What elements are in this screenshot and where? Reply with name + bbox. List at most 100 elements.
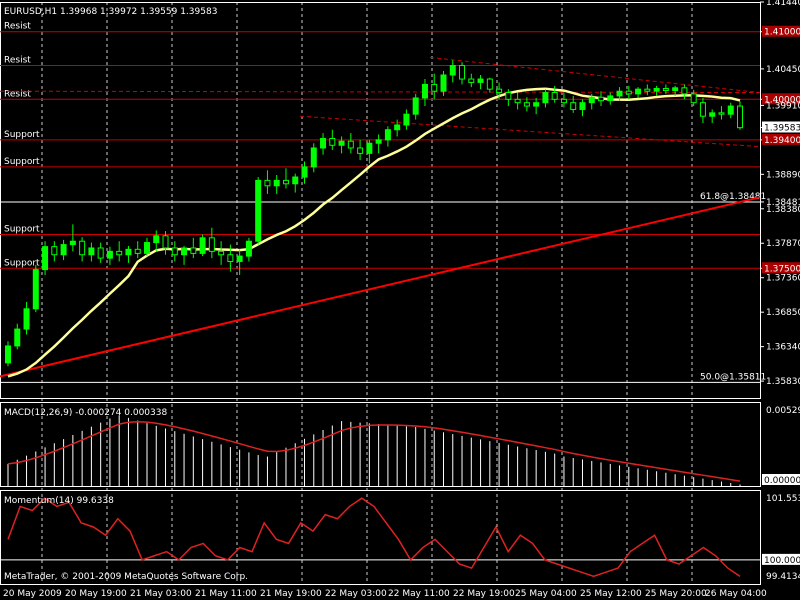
candle-body: [23, 308, 30, 330]
candle-body: [60, 244, 67, 256]
candle-body: [551, 92, 558, 100]
momentum-ref-box: [762, 553, 800, 565]
candle-body: [625, 90, 632, 95]
sr-level-label: Support: [4, 258, 40, 268]
level-price-tag: [762, 25, 800, 37]
panel-border: [0, 490, 761, 585]
trend-line: [0, 196, 761, 378]
panel-border: [0, 402, 761, 487]
candle-body: [32, 269, 39, 310]
candle-body: [718, 112, 725, 115]
time-axis-label: 25 May 04:00: [515, 589, 577, 599]
candle-body: [320, 138, 327, 149]
candle-body: [357, 147, 364, 154]
candle-body: [403, 113, 410, 126]
time-axis-label: 20 May 2009: [3, 589, 62, 599]
level-price-tag: [762, 262, 800, 274]
candle-body: [375, 139, 382, 144]
candle-body: [245, 240, 252, 257]
candle-body: [699, 102, 706, 117]
price-axis-label: 1.36340: [766, 343, 800, 353]
candle-body: [42, 246, 49, 271]
candle-body: [505, 92, 512, 100]
price-axis-label: 1.37360: [766, 274, 800, 284]
candle-body: [421, 83, 428, 99]
candle-body: [533, 102, 540, 107]
candle-body: [616, 90, 623, 97]
price-axis-label: 1.35830: [766, 377, 800, 387]
sr-level-label: Resist: [4, 22, 31, 32]
candle-body: [292, 176, 299, 185]
candle-body: [88, 247, 95, 256]
momentum-line: [7, 497, 741, 578]
candle-body: [523, 102, 530, 107]
momentum-axis-label: 99.4134: [766, 572, 800, 582]
candle-body: [264, 179, 271, 187]
candle-body: [681, 87, 688, 95]
price-axis-label: 1.38481: [766, 198, 800, 208]
candle-body: [125, 248, 132, 256]
candle-body: [440, 74, 447, 92]
candle-body: [181, 247, 188, 256]
candle-body: [598, 96, 605, 102]
macd-zero-box: [762, 474, 800, 485]
candle-body: [79, 240, 86, 256]
sr-level-label: Support: [4, 224, 40, 234]
candle-body: [644, 88, 651, 92]
candle-body: [255, 179, 262, 242]
sr-level-label: Support: [4, 157, 40, 167]
candle-body: [672, 87, 679, 92]
time-axis-label: 21 May 11:00: [195, 589, 257, 599]
candle-body: [412, 97, 419, 115]
candle-body: [190, 247, 197, 254]
momentum-label: Momentum(14) 99.6338: [4, 496, 114, 506]
candle-body: [514, 98, 521, 104]
candle-body: [171, 247, 178, 256]
level-price-label: 1.37500: [764, 264, 800, 274]
candle-body: [301, 166, 308, 178]
candle-body: [690, 93, 697, 104]
current-price-box: [762, 121, 800, 133]
candle-body: [143, 242, 150, 254]
candle-body: [468, 78, 475, 83]
time-axis-label: 22 May 19:00: [453, 589, 515, 599]
candle-body: [709, 112, 716, 117]
macd-signal-line: [7, 420, 741, 482]
candle-body: [347, 140, 354, 149]
sr-level-label: Support: [4, 130, 40, 140]
sr-level-label: Resist: [4, 56, 31, 66]
time-axis-label: 26 May 04:00: [705, 589, 767, 599]
candle-body: [431, 83, 438, 92]
candle-body: [588, 96, 595, 104]
price-axis-label: 1.41440: [766, 0, 800, 8]
level-price-label: 1.41000: [764, 28, 800, 38]
price-axis-label: 1.36850: [766, 308, 800, 318]
level-price-tag: [762, 93, 800, 105]
candle-body: [477, 78, 484, 83]
candle-body: [560, 98, 567, 104]
copyright-text: MetaTrader, © 2001-2009 MetaQuotes Softw…: [4, 572, 248, 582]
macd-label: MACD(12,26,9) -0.000274 0.000338: [4, 408, 167, 418]
price-axis-label: 1.38380: [766, 205, 800, 215]
candle-body: [69, 240, 76, 246]
candle-body: [199, 237, 206, 254]
time-axis-label: 20 May 19:00: [65, 589, 127, 599]
level-price-label: 1.40000: [764, 95, 800, 105]
time-axis-label: 25 May 20:00: [645, 589, 707, 599]
level-price-tag: [762, 133, 800, 145]
candle-body: [51, 246, 58, 256]
sr-level-label: Resist: [4, 89, 31, 99]
panel-border: [0, 2, 761, 399]
candle-body: [727, 105, 734, 115]
candle-body: [106, 250, 113, 259]
moving-average-line: [7, 87, 741, 378]
macd-axis-label: 0.00529: [766, 406, 800, 416]
fib-level-label: 50.0@1.35811: [700, 372, 766, 382]
price-axis-label: 1.38890: [766, 170, 800, 180]
time-axis-label: 21 May 19:00: [260, 589, 322, 599]
candle-body: [579, 102, 586, 110]
channel-line: [429, 56, 761, 94]
candle-body: [737, 105, 743, 129]
channel-line: [0, 90, 761, 94]
